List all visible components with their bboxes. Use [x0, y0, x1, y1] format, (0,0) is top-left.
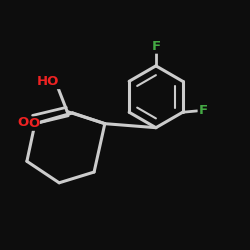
- Text: F: F: [151, 40, 160, 53]
- Text: F: F: [198, 104, 207, 118]
- Text: HO: HO: [37, 76, 60, 88]
- Text: O: O: [17, 116, 28, 129]
- Text: O: O: [28, 117, 39, 130]
